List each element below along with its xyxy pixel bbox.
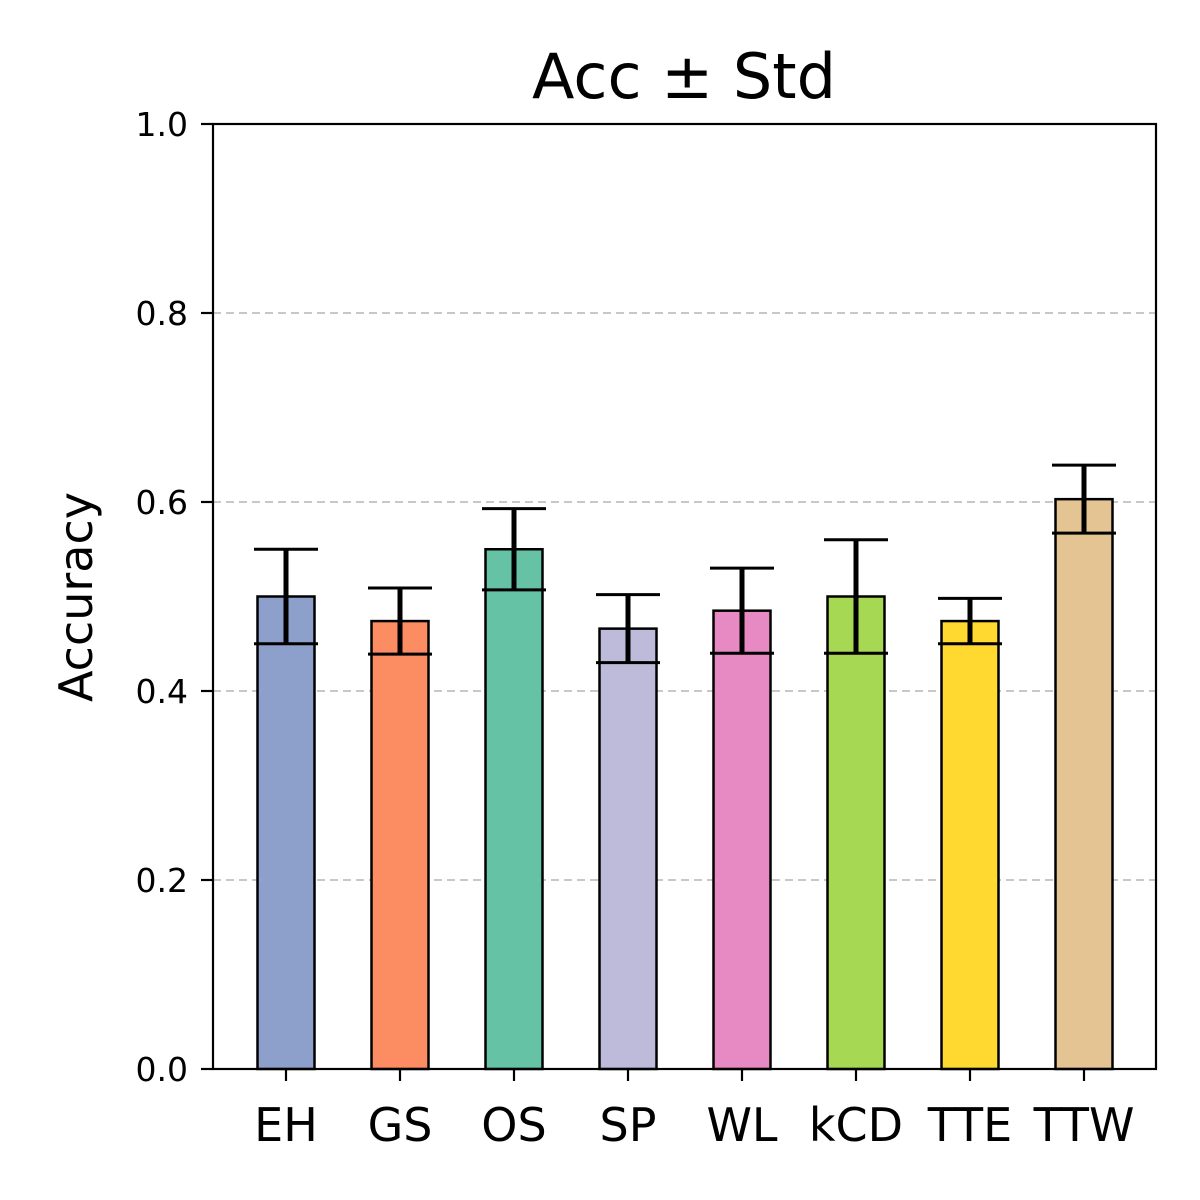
bar-wl xyxy=(712,609,772,1071)
y-tick-label: 0.8 xyxy=(136,294,188,333)
x-tick-label: SP xyxy=(600,1098,657,1152)
bar-kcd xyxy=(826,595,886,1071)
error-bar-kcd xyxy=(824,538,888,655)
bar-ttw xyxy=(1054,497,1114,1071)
x-tick-label: TTE xyxy=(927,1098,1012,1152)
bars xyxy=(256,497,1114,1071)
chart-title: Acc ± Std xyxy=(532,40,836,113)
error-bar-gs xyxy=(368,586,432,656)
axes-frame xyxy=(211,122,1158,1071)
error-bar-sp xyxy=(596,593,660,665)
bar-gs xyxy=(370,619,430,1071)
x-tick-label: WL xyxy=(706,1098,777,1152)
x-axis-ticks: EH GS OS SP WL kCD TTE TTW xyxy=(254,1069,1134,1152)
bar-eh xyxy=(256,595,316,1071)
error-bars xyxy=(254,463,1116,665)
x-tick-label: TTW xyxy=(1033,1098,1135,1152)
bar-sp xyxy=(598,627,658,1071)
y-tick-label: 0.0 xyxy=(136,1050,188,1089)
error-bar-wl xyxy=(710,566,774,655)
gridlines xyxy=(213,312,1156,881)
x-tick-label: GS xyxy=(368,1098,433,1152)
x-tick-label: OS xyxy=(481,1098,546,1152)
y-tick-label: 0.4 xyxy=(136,672,188,711)
x-tick-label: EH xyxy=(254,1098,318,1152)
bar-os xyxy=(484,548,544,1071)
error-bar-os xyxy=(482,507,546,592)
y-axis-label: Accuracy xyxy=(49,492,103,702)
error-bar-eh xyxy=(254,547,318,646)
bar-tte xyxy=(940,619,1000,1071)
y-tick-label: 0.6 xyxy=(136,483,188,522)
x-tick-label: kCD xyxy=(809,1098,903,1152)
error-bar-ttw xyxy=(1052,463,1116,535)
y-tick-label: 0.2 xyxy=(136,861,188,900)
y-axis-ticks: 0.0 0.2 0.4 0.6 0.8 1.0 xyxy=(136,105,213,1089)
error-bar-tte xyxy=(938,596,1002,646)
y-tick-label: 1.0 xyxy=(136,105,188,144)
